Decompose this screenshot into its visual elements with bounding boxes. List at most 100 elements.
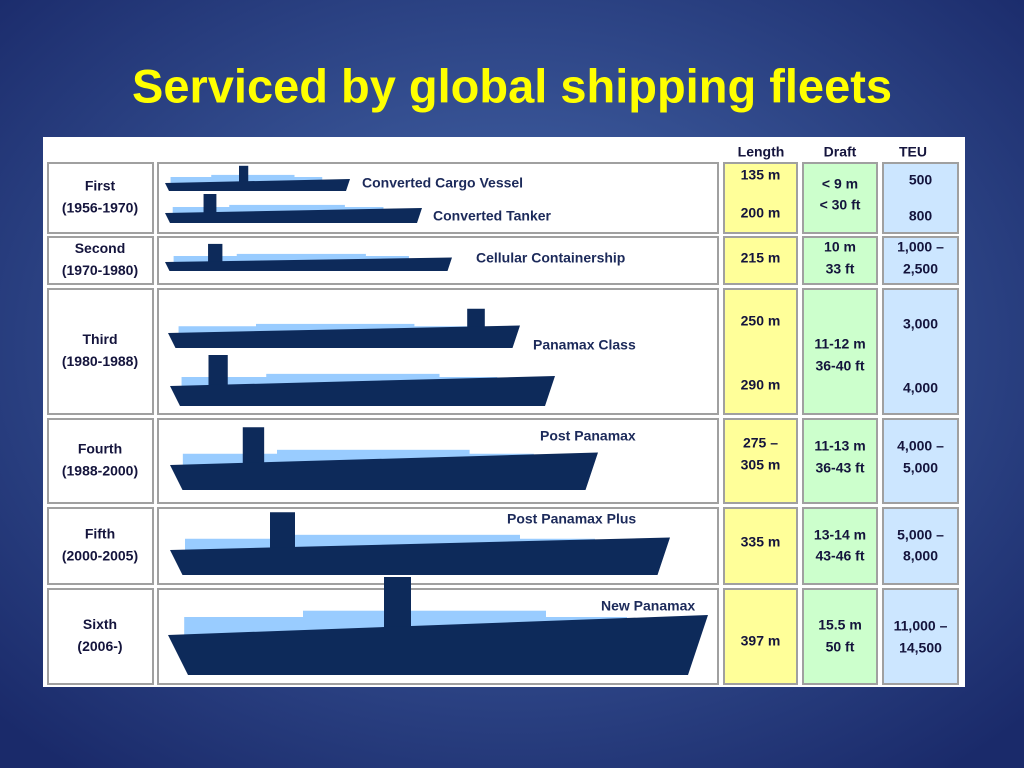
ship-cargo <box>173 256 409 262</box>
years: (1988-2000) <box>62 463 138 479</box>
draft-value: 11-13 m <box>814 438 865 454</box>
ship-cargo <box>236 253 366 257</box>
length-value: 305 m <box>741 457 781 473</box>
table-cell <box>882 588 959 685</box>
ship-cargo <box>266 373 440 378</box>
generation: Third <box>83 331 118 347</box>
draft-value: 11-12 m <box>814 336 865 352</box>
table-cell <box>723 236 798 285</box>
ship-cargo <box>172 207 384 213</box>
ship-cargo <box>178 326 468 333</box>
ship-hull <box>165 257 452 271</box>
ship-label: Converted Tanker <box>433 208 552 224</box>
years: (1956-1970) <box>62 200 138 216</box>
ship-hull <box>165 179 350 191</box>
ship-label: Panamax Class <box>533 337 636 353</box>
ship-bridge <box>270 512 295 550</box>
table-cell <box>802 162 878 234</box>
table-cell <box>47 507 154 585</box>
ship-cargo <box>185 538 595 550</box>
ship-cargo <box>182 453 534 465</box>
teu-value: 4,000 – <box>897 438 944 454</box>
ship-bridge <box>239 165 249 183</box>
ship-bridge <box>203 194 217 213</box>
draft-value: 10 m <box>824 239 856 255</box>
teu-value: 500 <box>909 172 933 188</box>
draft-value: < 30 ft <box>820 197 861 213</box>
ship-bridge <box>208 355 228 386</box>
length-value: 250 m <box>741 313 781 329</box>
ship-cargo <box>303 610 546 618</box>
ship-bridge <box>384 577 411 635</box>
column-header: Draft <box>824 144 857 160</box>
generation: First <box>85 178 116 194</box>
generation: Sixth <box>83 616 117 632</box>
table-cell <box>723 588 798 685</box>
table-cell <box>882 507 959 585</box>
table-cell <box>802 288 878 415</box>
teu-value: 4,000 <box>903 380 938 396</box>
length-value: 275 – <box>743 435 778 451</box>
ship-cargo <box>256 323 415 327</box>
table-cell <box>882 418 959 504</box>
ship-label: Post Panamax <box>540 428 636 444</box>
ship-cargo <box>295 534 520 540</box>
teu-value: 5,000 <box>903 460 938 476</box>
ship-hull <box>168 325 520 348</box>
ship-cargo <box>211 174 295 178</box>
table-cell <box>47 162 154 234</box>
ship-bridge <box>242 427 265 465</box>
ship-bridge <box>208 243 223 262</box>
draft-value: 13-14 m <box>814 527 866 543</box>
table-cell <box>723 507 798 585</box>
generation: Second <box>75 240 126 256</box>
ship-label: Cellular Containership <box>476 250 625 266</box>
draft-value: 36-40 ft <box>815 358 864 374</box>
length-value: 335 m <box>741 534 781 550</box>
ship-label: New Panamax <box>601 598 695 614</box>
table-cell <box>47 236 154 285</box>
length-value: 397 m <box>741 633 781 649</box>
column-header: TEU <box>899 144 927 160</box>
column-header: Length <box>738 144 785 160</box>
table-cell <box>47 288 154 415</box>
table-cell <box>882 288 959 415</box>
ship-hull <box>170 376 555 406</box>
draft-value: 50 ft <box>826 639 855 655</box>
table: Length Draft TEU First (1956-1970) Converted … <box>47 144 959 685</box>
generation: Fourth <box>78 441 122 457</box>
table-cell <box>723 418 798 504</box>
teu-value: 5,000 – <box>897 527 944 543</box>
length-value: 200 m <box>741 205 781 221</box>
table-cell <box>723 162 798 234</box>
ship-cargo <box>277 449 470 455</box>
teu-value: 14,500 <box>899 640 942 656</box>
draft-value: 33 ft <box>826 261 855 277</box>
ship-cargo <box>229 204 345 208</box>
ship-cargo <box>181 377 498 386</box>
length-value: 290 m <box>741 377 781 393</box>
draft-value: 15.5 m <box>818 617 862 633</box>
table-cell <box>802 236 878 285</box>
table-cell <box>882 162 959 234</box>
draft-value: 43-46 ft <box>815 548 864 564</box>
years: (2006-) <box>77 638 122 654</box>
ship-hull <box>170 452 598 490</box>
slide-title: Serviced by global shipping fleets <box>132 59 892 112</box>
ship-hull <box>165 208 422 223</box>
draft-value: 36-43 ft <box>815 460 864 476</box>
length-value: 215 m <box>741 250 781 266</box>
teu-value: 1,000 – <box>897 239 944 255</box>
table-cell <box>882 236 959 285</box>
ship-label: Converted Cargo Vessel <box>362 175 523 191</box>
length-value: 135 m <box>741 167 781 183</box>
table-cell <box>47 418 154 504</box>
teu-value: 800 <box>909 208 933 224</box>
generation: Fifth <box>85 526 115 542</box>
years: (1970-1980) <box>62 262 138 278</box>
ship-hull <box>170 537 670 575</box>
ship-hull <box>168 615 708 675</box>
years: (1980-1988) <box>62 353 138 369</box>
years: (2000-2005) <box>62 548 138 564</box>
